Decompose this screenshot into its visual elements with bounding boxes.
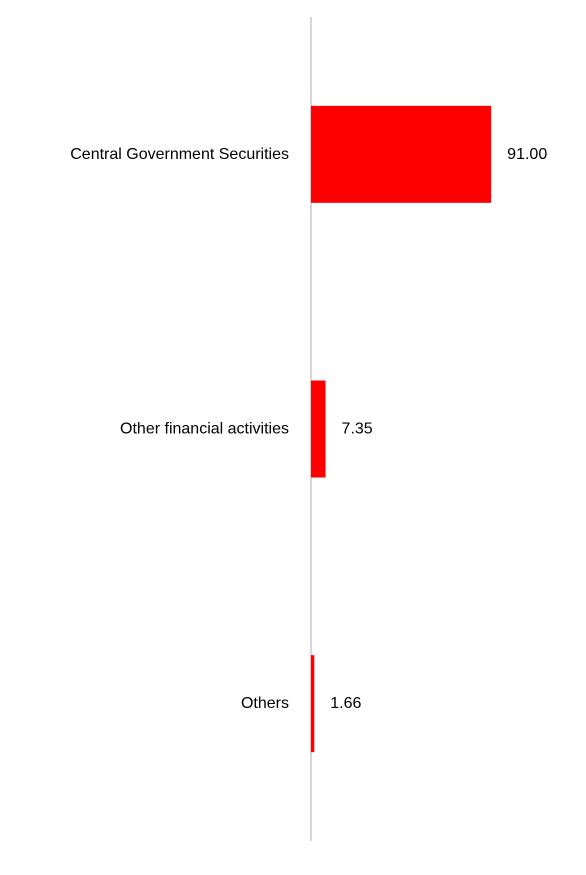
bars-group (311, 105, 492, 753)
category-label-2: Others (241, 695, 289, 712)
value-label-2: 1.66 (330, 695, 361, 712)
category-label-1: Other financial activities (120, 421, 289, 438)
bar-0 (311, 105, 492, 203)
labels-group: Central Government Securities 91.00 Other … (70, 146, 547, 712)
value-label-0: 91.00 (507, 146, 547, 163)
bar-2 (311, 655, 315, 753)
category-label-0: Central Government Securities (70, 146, 289, 163)
bar-1 (311, 380, 326, 478)
value-label-1: 7.35 (342, 421, 373, 438)
